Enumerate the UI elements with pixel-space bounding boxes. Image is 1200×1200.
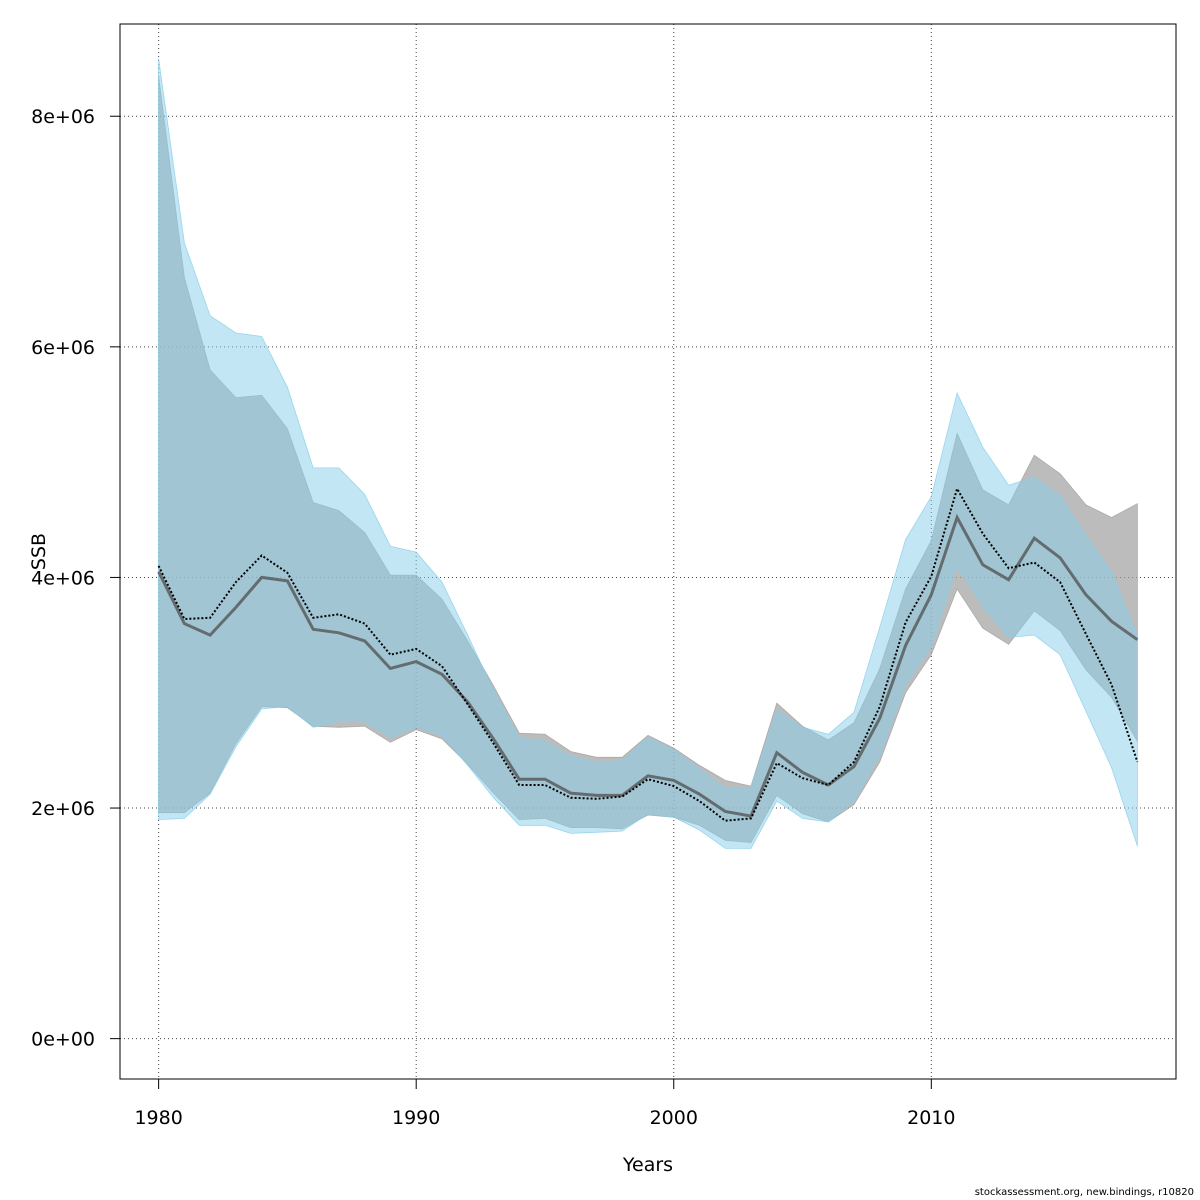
y-axis-title: SSB	[28, 533, 50, 570]
x-axis-title: Years	[622, 1154, 673, 1176]
confidence-bands	[158, 58, 1138, 849]
y-tick-label: 6e+06	[31, 337, 95, 359]
axes: 1980 1990 2000 2010 0e+00 2e+06 4e+06 6e+06 8e+0…	[31, 106, 955, 1129]
footer-credit: stockassessment.org, new.bindings, r1082…	[974, 1187, 1194, 1198]
x-tick-label: 1990	[392, 1107, 440, 1129]
x-tick-label: 2010	[907, 1107, 955, 1129]
x-tick-label: 2000	[650, 1107, 698, 1129]
confidence-band-2	[158, 58, 1138, 849]
estimate-line-2	[157, 486, 1139, 822]
y-tick-label: 8e+06	[31, 106, 95, 128]
estimate-line-1	[157, 513, 1139, 818]
series-lines	[157, 486, 1139, 822]
plot-frame	[119, 23, 1177, 1080]
x-tick-label: 1980	[134, 1107, 182, 1129]
y-tick-label: 4e+06	[31, 567, 95, 589]
y-tick-label: 2e+06	[31, 798, 95, 820]
y-tick-label: 0e+00	[31, 1029, 95, 1051]
